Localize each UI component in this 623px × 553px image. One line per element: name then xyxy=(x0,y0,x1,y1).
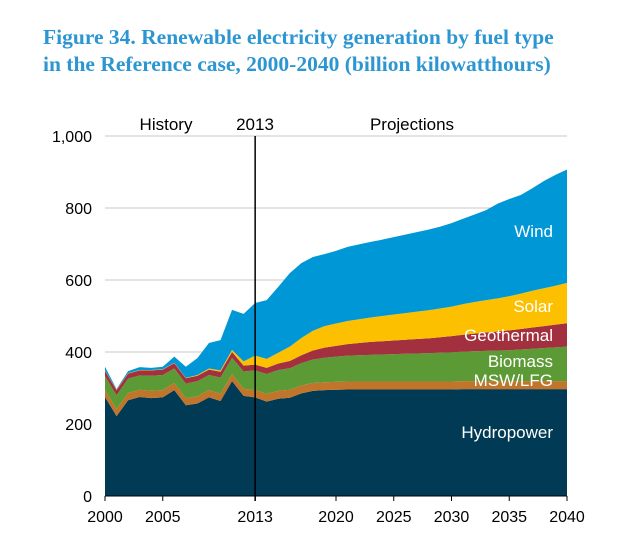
series-label-hydropower: Hydropower xyxy=(461,423,553,442)
x-tick-labels: 2000 2005 2013 2020 2025 2030 2035 2040 xyxy=(87,496,585,526)
x-tick-label: 2005 xyxy=(145,509,181,526)
x-tick-label: 2025 xyxy=(376,509,412,526)
history-label: History xyxy=(140,115,193,134)
series-label-msw-lfg: MSW/LFG xyxy=(474,371,553,390)
area-hydropower xyxy=(105,381,567,496)
y-tick-label: 200 xyxy=(65,417,92,434)
series-label-solar: Solar xyxy=(513,297,553,316)
projections-label: Projections xyxy=(370,115,454,134)
y-tick-label: 600 xyxy=(65,273,92,290)
area-wind xyxy=(105,169,567,390)
x-tick-label: 2035 xyxy=(491,509,527,526)
area-geothermal xyxy=(105,323,567,396)
y-tick-label: 800 xyxy=(65,201,92,218)
x-tick-label: 2030 xyxy=(434,509,470,526)
chart-title: Figure 34. Renewable electricity generat… xyxy=(43,25,554,76)
area-solar xyxy=(105,282,567,391)
x-tick-label: 2000 xyxy=(87,509,123,526)
y-tick-labels: 0 200 400 600 800 1,000 xyxy=(52,129,92,506)
areas xyxy=(105,169,567,496)
series-label-biomass: Biomass xyxy=(488,352,553,371)
area-biomass xyxy=(105,346,567,409)
x-tick-label: 2040 xyxy=(549,509,585,526)
y-tick-label: 0 xyxy=(83,489,92,506)
x-tick-label: 2013 xyxy=(237,509,273,526)
series-label-geothermal: Geothermal xyxy=(464,326,553,345)
divider-year-label: 2013 xyxy=(236,115,274,134)
x-tick-label: 2020 xyxy=(318,509,354,526)
series-label-wind: Wind xyxy=(514,222,553,241)
y-tick-label: 1,000 xyxy=(52,129,92,146)
area-msw-lfg xyxy=(105,373,567,417)
y-tick-label: 400 xyxy=(65,345,92,362)
